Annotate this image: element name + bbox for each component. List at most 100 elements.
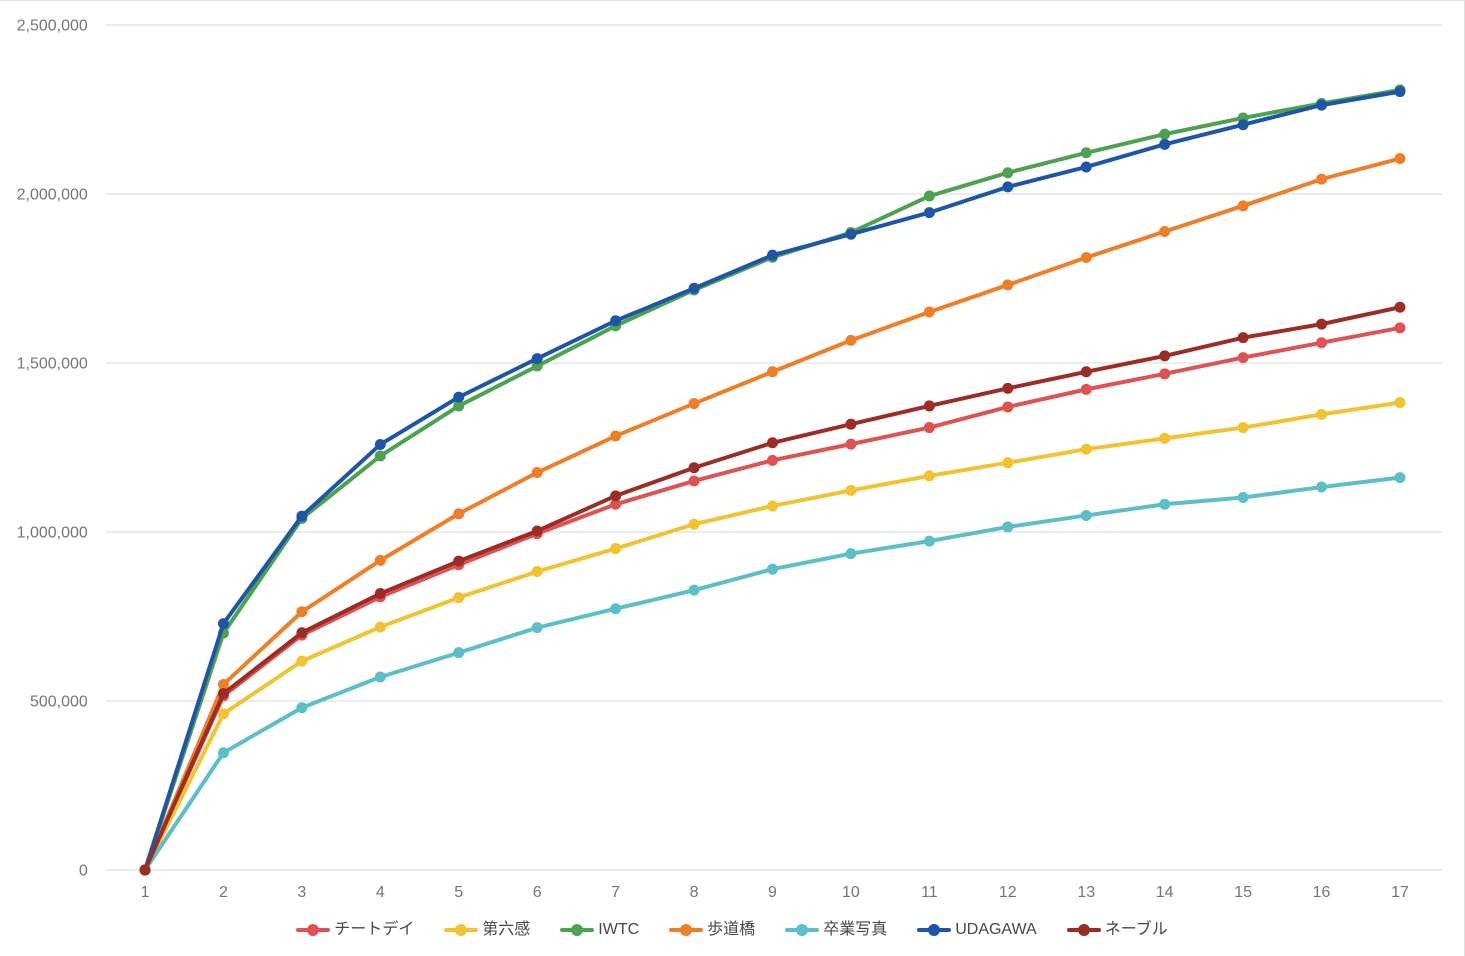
data-point-marker	[923, 535, 935, 547]
data-point-marker	[688, 282, 700, 294]
data-point-marker	[1237, 119, 1249, 131]
data-point-marker	[1316, 173, 1328, 185]
data-point-marker	[374, 671, 386, 683]
legend-label: IWTC	[598, 921, 640, 938]
data-point-marker	[688, 462, 700, 474]
legend-item-hodokyo: 歩道橋	[669, 922, 755, 938]
data-point-marker	[1080, 443, 1092, 455]
data-point-marker	[453, 647, 465, 659]
series-line	[143, 87, 1402, 872]
x-axis-tick-label: 7	[611, 884, 620, 901]
y-axis-tick-label: 500,000	[30, 694, 88, 711]
chart-legend: チートデイ 第六感 IWTC 歩道橋	[0, 909, 1464, 951]
data-point-marker	[923, 422, 935, 434]
data-point-marker	[767, 563, 778, 575]
data-point-marker	[1394, 322, 1406, 334]
data-point-marker	[531, 622, 543, 634]
data-point-marker	[845, 228, 857, 240]
data-point-marker	[296, 702, 308, 714]
data-point-marker	[610, 490, 622, 502]
series-卒業写真	[139, 472, 1406, 876]
data-point-marker	[1080, 366, 1092, 378]
data-point-marker	[688, 398, 700, 410]
legend-item-udagawa: UDAGAWA	[917, 921, 1037, 938]
legend-label: 卒業写真	[823, 921, 888, 938]
x-axis-tick-label: 6	[533, 884, 542, 901]
series-IWTC	[139, 84, 1406, 876]
series-チートデイ	[139, 322, 1406, 876]
data-point-marker	[1080, 383, 1092, 395]
y-axis-tick-label: 0	[79, 863, 88, 880]
x-axis-tick-label: 10	[842, 884, 860, 901]
x-axis-tick-label: 16	[1313, 884, 1331, 901]
x-axis-tick-label: 9	[768, 884, 777, 901]
legend-marker-icon	[444, 924, 479, 936]
series-UDAGAWA	[139, 86, 1406, 876]
data-point-marker	[1002, 521, 1014, 533]
x-axis-tick-label: 14	[1156, 884, 1174, 901]
series-第六感	[139, 397, 1406, 876]
data-point-marker	[1316, 481, 1328, 493]
data-point-marker	[1237, 200, 1249, 212]
data-point-marker	[610, 543, 622, 555]
data-point-marker	[217, 678, 229, 690]
data-point-marker	[610, 315, 622, 327]
x-axis-tick-label: 4	[376, 884, 385, 901]
legend-marker-icon	[560, 924, 595, 936]
data-point-marker	[923, 207, 935, 219]
legend-label: UDAGAWA	[955, 921, 1037, 938]
data-point-marker	[1316, 408, 1328, 420]
data-point-marker	[1080, 161, 1092, 173]
data-point-marker	[1316, 318, 1328, 330]
data-point-marker	[1159, 226, 1171, 238]
data-point-marker	[1394, 153, 1406, 165]
data-point-marker	[1159, 368, 1171, 380]
data-point-marker	[453, 391, 465, 403]
data-point-marker	[1080, 147, 1092, 159]
data-point-marker	[217, 708, 229, 720]
data-point-marker	[453, 592, 465, 604]
data-point-marker	[610, 498, 622, 510]
data-point-marker	[374, 588, 386, 600]
data-point-marker	[1394, 472, 1406, 484]
data-point-marker	[767, 437, 778, 449]
data-point-marker	[923, 400, 935, 412]
data-point-marker	[1159, 498, 1171, 510]
series-line	[143, 400, 1402, 872]
legend-label: 歩道橋	[707, 921, 756, 938]
data-point-marker	[217, 688, 229, 700]
y-axis-tick-label: 1,500,000	[17, 356, 88, 373]
data-point-marker	[1159, 350, 1171, 362]
x-axis-tick-label: 5	[454, 884, 463, 901]
data-point-marker	[845, 438, 857, 450]
data-point-marker	[1394, 86, 1406, 98]
legend-label: チートデイ	[334, 921, 415, 938]
data-point-marker	[453, 400, 465, 412]
data-point-marker	[296, 627, 308, 639]
data-point-marker	[1237, 332, 1249, 344]
data-point-marker	[845, 548, 857, 560]
x-axis-tick-label: 17	[1391, 884, 1409, 901]
x-axis-tick-label: 1	[141, 884, 150, 901]
data-point-marker	[531, 566, 543, 578]
data-point-marker	[374, 438, 386, 450]
data-point-marker	[688, 475, 700, 487]
data-point-marker	[1159, 138, 1171, 150]
legend-marker-icon	[1066, 924, 1101, 936]
y-axis-tick-label: 2,000,000	[17, 187, 88, 204]
legend-marker-icon	[785, 924, 820, 936]
data-point-marker	[1002, 401, 1014, 413]
legend-marker-icon	[917, 924, 952, 936]
data-point-marker	[296, 655, 308, 667]
data-point-marker	[531, 353, 543, 365]
data-point-marker	[1394, 301, 1406, 313]
data-point-marker	[374, 621, 386, 633]
data-point-marker	[1002, 457, 1014, 469]
data-point-marker	[688, 518, 700, 530]
data-point-marker	[531, 467, 543, 479]
series-line	[143, 475, 1402, 872]
data-point-marker	[767, 500, 778, 512]
legend-item-iwtc: IWTC	[560, 922, 639, 938]
